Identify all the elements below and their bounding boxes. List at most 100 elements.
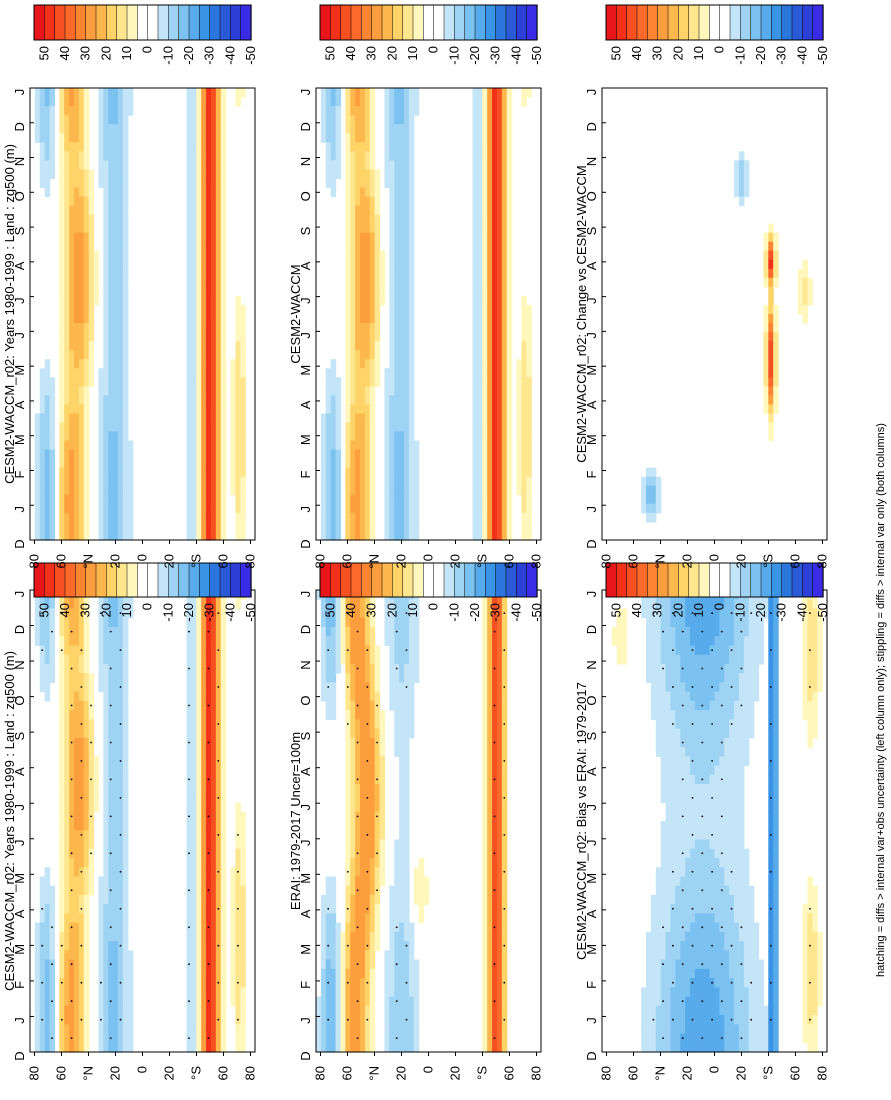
heatmap-cell [320,440,327,451]
heatmap-cell [350,494,356,505]
heatmap-cell [325,885,332,896]
heatmap-cell [389,530,395,541]
heatmap-cell [350,608,356,619]
heatmap-cell [88,268,95,279]
heatmap-cell [389,913,395,924]
heatmap-cell [74,894,80,905]
stipple-dot [376,778,378,781]
heatmap-cell [487,133,493,143]
heatmap-cell [59,512,65,523]
heatmap-cell [103,793,109,804]
heatmap-cell [408,645,415,656]
heatmap-cell [191,774,197,785]
heatmap-cell [235,857,241,868]
heatmap-cell [389,259,395,270]
heatmap-cell [487,996,493,1007]
heatmap-cell [369,458,376,469]
heatmap-cell [215,663,222,674]
heatmap-cell [108,682,114,693]
heatmap-cell [74,959,80,970]
heatmap-cell [345,765,351,776]
heatmap-cell [196,97,202,107]
heatmap-cell [325,530,332,541]
heatmap-cell [196,404,202,415]
colorbar-label: 20 [98,603,113,617]
heatmap-cell [394,413,400,424]
heatmap-cell [492,728,498,739]
heatmap-cell [335,959,342,970]
heatmap-cell [69,368,75,378]
heatmap-cell [191,876,197,887]
heatmap-cell [340,987,346,998]
stipple-dot [217,944,220,947]
heatmap-cell [320,494,327,505]
heatmap-cell [64,894,70,905]
heatmap-cell [49,377,56,387]
stipple-dot [109,815,112,818]
heatmap-cell [384,386,390,396]
stipple-dot [356,1037,359,1039]
stipple-dot [493,852,496,855]
heatmap-cell [413,867,420,878]
heatmap-cell [325,458,332,469]
heatmap-cell [201,830,207,841]
heatmap-cell [118,160,124,170]
heatmap-cell [379,277,386,288]
heatmap-cell [108,968,114,979]
heatmap-cell [59,811,65,822]
heatmap-cell [220,941,227,951]
heatmap-cell [69,223,75,234]
heatmap-cell [113,765,119,776]
heatmap-cell [201,931,207,942]
heatmap-cell [83,314,90,324]
heatmap-cell [240,431,246,442]
heatmap-cell [240,368,246,378]
heatmap-cell [118,106,124,116]
heatmap-cell [215,404,222,415]
heatmap-cell [320,458,327,469]
heatmap-cell [49,530,56,541]
heatmap-cell [201,458,207,469]
heatmap-cell [408,626,415,637]
heatmap-cell [98,413,104,424]
heatmap-cell [496,636,503,647]
heatmap-cell [369,848,376,859]
heatmap-cell [49,978,56,988]
heatmap-cell [487,395,493,405]
heatmap-cell [320,521,327,532]
heatmap-cell [399,848,405,859]
heatmap-cell [477,314,483,324]
heatmap-cell [492,821,498,831]
heatmap-cell [118,124,124,134]
heatmap-cell [335,530,342,541]
heatmap-cell [374,241,381,252]
lat-tick-label: 60 [54,554,69,568]
heatmap-cell [240,503,246,514]
heatmap-cell [399,341,405,351]
heatmap-panel-0: 80 60 °N 20 0 20 °S 60 80DJFMAMJJASONDJCESM2-WAC… [2,562,258,1081]
heatmap-cell [330,941,337,951]
heatmap-cell [69,449,75,460]
heatmap-cell [413,978,420,988]
heatmap-cell [501,802,508,813]
heatmap-cell [389,332,395,342]
heatmap-cell [78,413,85,424]
heatmap-cell [482,774,488,785]
heatmap-cell [374,332,381,342]
heatmap-cell [122,232,129,243]
heatmap-cell [78,530,85,541]
heatmap-cell [350,1024,356,1035]
month-tick-label: J [12,804,27,811]
heatmap-cell [496,187,503,198]
heatmap-cell [360,636,366,647]
heatmap-cell [113,467,119,478]
heatmap-cell [210,737,217,748]
heatmap-cell [330,950,337,961]
heatmap-cell [408,931,415,942]
heatmap-cell [186,232,193,243]
heatmap-cell [103,431,109,442]
heatmap-cell [83,106,90,116]
heatmap-cell [404,987,410,998]
heatmap-cell [240,904,246,914]
heatmap-cell [59,314,65,324]
